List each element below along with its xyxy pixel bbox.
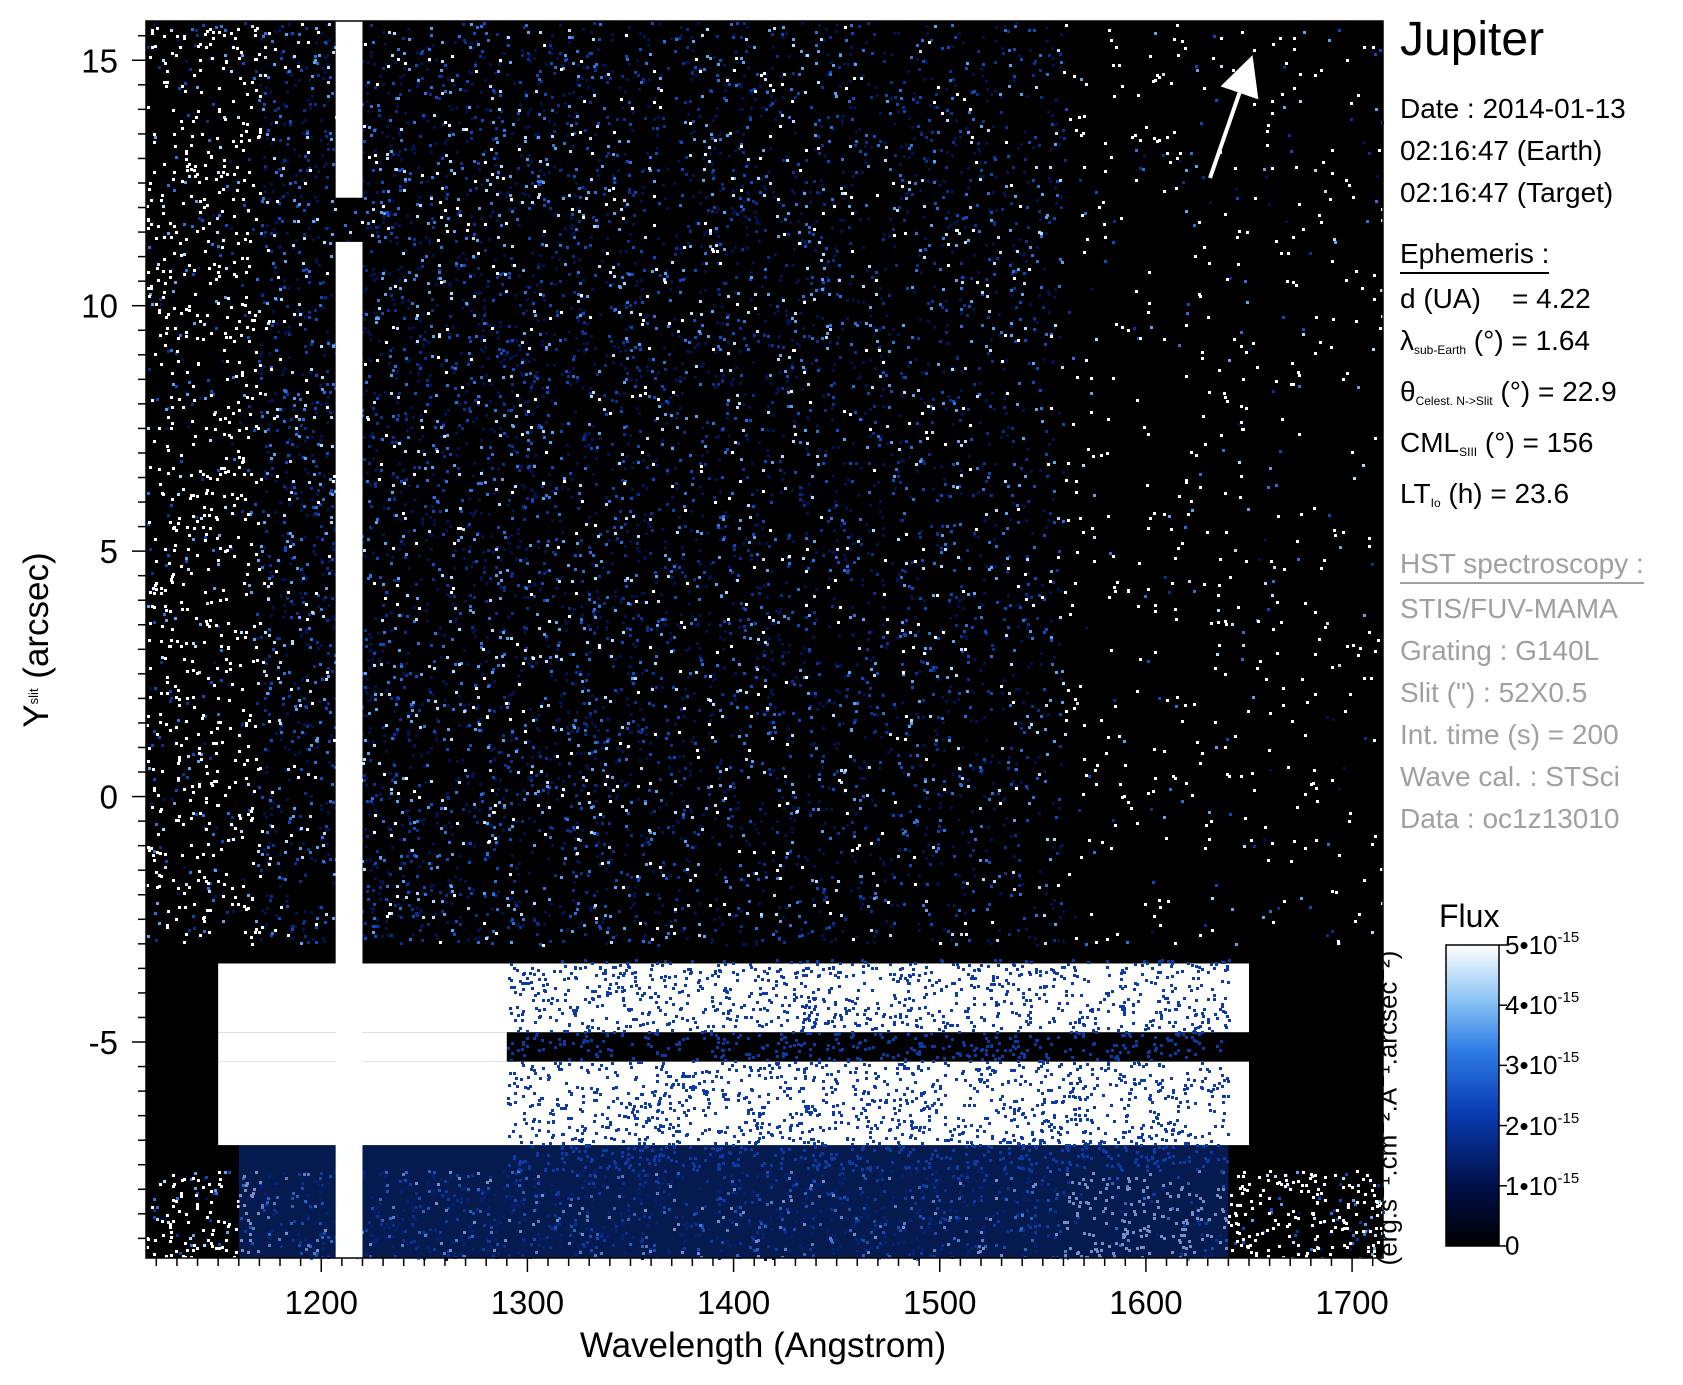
distance-row: d (UA) = 4.22 xyxy=(1400,283,1591,314)
lyman-alpha-column-upper xyxy=(335,21,363,198)
colorbar-tick-label: 2•10-15 xyxy=(1505,1109,1580,1141)
earth-time: 02:16:47 (Earth) xyxy=(1400,135,1603,166)
plot-frame xyxy=(145,20,1384,1259)
cml-row: CMLSIII (°) = 156 xyxy=(1400,427,1594,459)
colorbar-title: Flux xyxy=(1439,898,1500,934)
lyman-alpha-column-lower xyxy=(335,241,363,1259)
colorbar-unit-label: (erg.s⁻¹.cm⁻².A⁻¹.arcsec⁻²) xyxy=(1372,950,1403,1266)
sub-earth-longitude-row: λsub-Earth (°) = 1.64 xyxy=(1400,325,1591,357)
upper-emission-band xyxy=(218,963,1249,1033)
y-tick-label: -5 xyxy=(89,1024,118,1061)
x-axis-label: Wavelength (Angstrom) xyxy=(580,1326,946,1365)
y-tick-label: 15 xyxy=(81,42,118,79)
slit-angle-row: θCelest. N->Slit (°) = 22.9 xyxy=(1400,376,1617,408)
colorbar-tick-label: 3•10-15 xyxy=(1505,1049,1580,1081)
ephemeris-header: Ephemeris : xyxy=(1400,236,1550,274)
instrument: STIS/FUV-MAMA xyxy=(1400,593,1618,624)
colorbar xyxy=(1445,944,1500,1247)
local-time-row: LTIo (h) = 23.6 xyxy=(1400,478,1570,510)
band-bridge xyxy=(218,1032,507,1062)
hst-header: HST spectroscopy : xyxy=(1400,546,1644,584)
lower-emission-band xyxy=(218,1061,1249,1146)
data-id: Data : oc1z13010 xyxy=(1400,803,1620,834)
x-tick-label: 1200 xyxy=(285,1284,358,1321)
wave-calibration: Wave cal. : STSci xyxy=(1400,761,1620,792)
colorbar-ticks xyxy=(1499,944,1507,1247)
colorbar-tick-label: 4•10-15 xyxy=(1505,989,1580,1021)
x-tick-label: 1500 xyxy=(903,1284,976,1321)
grating: Grating : G140L xyxy=(1400,635,1600,666)
observation-date: Date : 2014-01-13 xyxy=(1400,93,1626,124)
slit: Slit (") : 52X0.5 xyxy=(1400,677,1588,708)
x-tick-label: 1700 xyxy=(1315,1284,1388,1321)
noise-speckle xyxy=(147,23,1384,1260)
colorbar-tick-label: 0 xyxy=(1505,1230,1520,1261)
target-name: Jupiter xyxy=(1400,13,1545,66)
band-mottling xyxy=(507,959,1231,1173)
y-tick-label: 10 xyxy=(81,288,118,325)
y-axis-label: Yslit (arcsec) xyxy=(17,552,56,727)
colorbar-tick-label: 1•10-15 xyxy=(1505,1169,1580,1201)
x-tick-label: 1400 xyxy=(697,1284,770,1321)
y-tick-label: 0 xyxy=(100,779,118,816)
integration-time: Int. time (s) = 200 xyxy=(1400,719,1619,750)
target-time: 02:16:47 (Target) xyxy=(1400,177,1614,208)
noise-speckle xyxy=(149,21,1379,1261)
colorbar-tick-label: 5•10-15 xyxy=(1505,929,1580,960)
x-tick-label: 1300 xyxy=(491,1284,564,1321)
axes: 1200 1300 1400 1500 1600 1700 15 10 5 0 -5 xyxy=(81,20,1389,1321)
slit-orientation-arrow xyxy=(1208,55,1259,179)
y-tick-label: 5 xyxy=(100,533,118,570)
x-tick-label: 1600 xyxy=(1109,1284,1182,1321)
info-panel: Jupiter Date : 2014-01-13 02:16:47 (Eart… xyxy=(1400,10,1680,840)
heatmap-layer xyxy=(146,21,1385,1261)
